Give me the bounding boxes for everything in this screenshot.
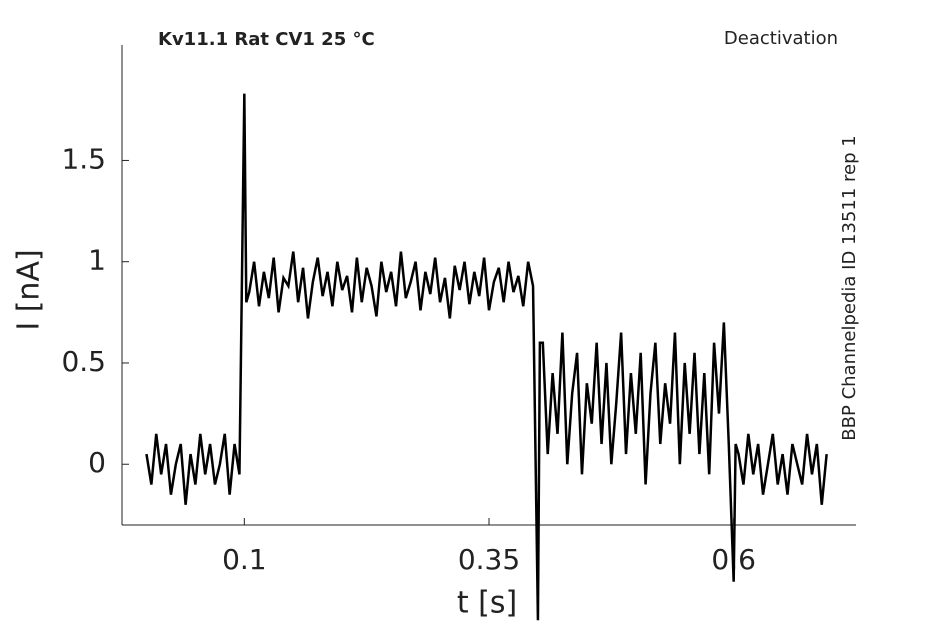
y-tick-label: 1.5	[61, 142, 106, 175]
y-tick-label: 0.5	[61, 345, 106, 378]
x-axis-label: t [s]	[457, 586, 517, 621]
y-tick-label: 1	[88, 244, 106, 277]
subtitle: Deactivation	[724, 28, 838, 49]
x-tick-label: 0.35	[458, 543, 520, 576]
chart-title: Kv11.1 Rat CV1 25 °C	[158, 29, 375, 50]
annotation: BBP Channelpedia ID 13511 rep 1	[839, 135, 860, 440]
x-tick-label: 0.1	[222, 543, 267, 576]
trace	[145, 93, 828, 621]
y-axis-label: I [nA]	[12, 249, 47, 330]
y-tick-label: 0	[88, 446, 106, 479]
